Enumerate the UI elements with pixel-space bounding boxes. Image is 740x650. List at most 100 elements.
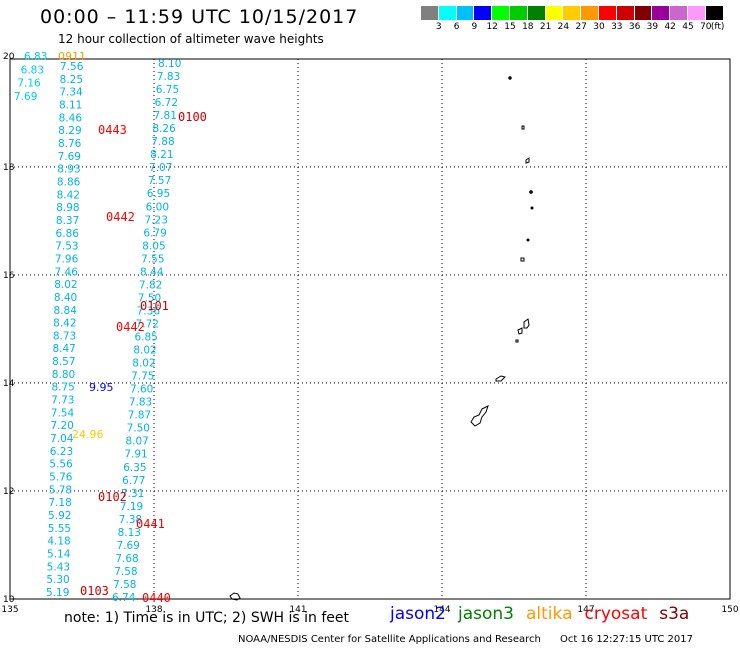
swh-value-label: 7.88 bbox=[151, 136, 174, 148]
swh-value-label: 5.78 bbox=[49, 484, 72, 496]
legend-swatch bbox=[687, 6, 706, 20]
legend-label: 36 bbox=[628, 22, 641, 32]
swh-value-label: 5.19 bbox=[46, 587, 69, 599]
island-marker bbox=[526, 238, 530, 242]
legend-label: 12 bbox=[486, 22, 498, 32]
swh-value-label: 7.91 bbox=[124, 449, 147, 461]
legend-swatch bbox=[705, 6, 724, 20]
island-outline bbox=[495, 375, 506, 382]
island-outline bbox=[525, 157, 530, 164]
swh-value-label: 7.07 bbox=[149, 162, 172, 174]
island-outline bbox=[521, 125, 525, 130]
satellite-legend-item: cryosat bbox=[584, 604, 648, 624]
swh-value-label: 7.57 bbox=[148, 175, 171, 187]
swh-value-label: 5.92 bbox=[48, 510, 71, 522]
grid-lines bbox=[10, 59, 730, 599]
map-frame bbox=[9, 58, 731, 600]
swh-value-label: 8.05 bbox=[142, 240, 165, 252]
longitude-tick-label: 147 bbox=[577, 605, 594, 615]
swh-value-label: 7.87 bbox=[128, 410, 151, 422]
latitude-tick-label: 10 bbox=[3, 595, 15, 605]
legend-swatch bbox=[563, 6, 582, 20]
legend-label: 21 bbox=[539, 22, 552, 32]
altimeter-tracks: 6.836.837.167.697.568.257.348.118.468.29… bbox=[14, 50, 207, 605]
longitude-tick-label: 141 bbox=[289, 605, 306, 615]
swh-value-label: 6.72 bbox=[155, 97, 178, 109]
legend-swatch bbox=[545, 6, 564, 20]
swh-value-label: 8.29 bbox=[58, 125, 81, 137]
swh-value-label: 7.23 bbox=[145, 214, 168, 226]
swh-value-label: 7.83 bbox=[157, 71, 180, 83]
swh-value-label: 8.25 bbox=[60, 74, 83, 86]
legend-swatch bbox=[438, 6, 457, 20]
legend-swatch bbox=[598, 6, 617, 20]
swh-value-label: 6.95 bbox=[147, 188, 170, 200]
legend-swatch bbox=[492, 6, 510, 20]
island-outline bbox=[523, 318, 530, 329]
swh-value-label: 5.55 bbox=[48, 523, 71, 535]
map-subtitle: 12 hour collection of altimeter wave hei… bbox=[58, 32, 324, 46]
swh-value-label: 7.50 bbox=[138, 292, 161, 304]
swh-value-label: 6.83 bbox=[21, 64, 44, 76]
credit-text: NOAA/NESDIS Center for Satellite Applica… bbox=[238, 634, 541, 645]
swh-value-label: 8.26 bbox=[152, 123, 176, 135]
swh-value-label: 7.38 bbox=[119, 514, 142, 526]
swh-value-label: 4.18 bbox=[47, 536, 70, 548]
swh-value-label: 7.31 bbox=[121, 488, 144, 500]
swh-value-label: 6.35 bbox=[123, 462, 146, 474]
swh-value-label: 8.98 bbox=[56, 202, 79, 214]
swh-value-label: 8.46 bbox=[59, 112, 83, 124]
swh-value-label: 7.19 bbox=[120, 501, 143, 513]
swh-value-label: 5.43 bbox=[47, 561, 70, 573]
swh-value-label: 7.54 bbox=[51, 407, 75, 419]
swh-value-label: 7.36 bbox=[137, 305, 161, 317]
island-marker bbox=[530, 206, 534, 210]
swh-value-label: 7.46 bbox=[55, 266, 79, 278]
swh-value-label: 8.57 bbox=[52, 356, 75, 368]
swh-value-label-highlight: 24.96 bbox=[72, 428, 104, 441]
swh-value-label-highlight: 0911 bbox=[58, 50, 86, 63]
swh-value-label: 8.73 bbox=[53, 330, 76, 342]
satellite-legend-item: altika bbox=[526, 604, 573, 624]
swh-value-label: 8.86 bbox=[57, 176, 81, 188]
pass-time-label: 0440 bbox=[142, 591, 171, 605]
swh-value-label: 7.58 bbox=[114, 566, 137, 578]
legend-label: 27 bbox=[575, 22, 587, 32]
longitude-tick-label: 144 bbox=[433, 605, 450, 615]
legend-label: 6 bbox=[453, 22, 460, 32]
pass-time-label: 0443 bbox=[98, 123, 127, 137]
footer-credit: NOAA/NESDIS Center for Satellite Applica… bbox=[238, 634, 693, 645]
legend-label: 42 bbox=[664, 22, 676, 32]
legend-swatch bbox=[652, 6, 671, 20]
island-outline bbox=[520, 257, 525, 262]
satellite-legend-item: s3a bbox=[659, 604, 690, 624]
legend-label: (ft) bbox=[710, 22, 725, 32]
longitude-tick-label: 138 bbox=[145, 605, 162, 615]
island-outline bbox=[517, 327, 523, 335]
legend-swatch bbox=[670, 6, 688, 20]
swh-value-label: 7.56 bbox=[60, 61, 84, 73]
swh-value-label: 8.02 bbox=[132, 358, 155, 370]
swh-value-label: 7.34 bbox=[59, 87, 83, 99]
legend-label: 9 bbox=[471, 22, 478, 32]
swh-value-label: 7.68 bbox=[115, 553, 138, 565]
satellite-legend-item: jason2 bbox=[390, 604, 446, 624]
color-scale-legend bbox=[421, 6, 724, 20]
swh-value-label: 7.82 bbox=[139, 279, 162, 291]
swh-value-label: 5.76 bbox=[49, 472, 73, 484]
island-marker bbox=[508, 76, 512, 80]
swh-value-label-highlight: 9.95 bbox=[89, 381, 114, 394]
legend-label: 24 bbox=[557, 22, 570, 32]
swh-value-label: 8.42 bbox=[57, 189, 80, 201]
swh-value-label: 7.18 bbox=[48, 497, 71, 509]
latitude-tick-label: 14 bbox=[3, 379, 15, 389]
swh-value-label: 8.21 bbox=[150, 149, 173, 161]
longitude-tick-label: 135 bbox=[1, 605, 18, 615]
legend-label: 33 bbox=[611, 22, 623, 32]
axis-tick-labels: 135 138 141 144 147 150 20 18 16 14 12 10 bbox=[1, 52, 738, 615]
pass-time-label: 0102 bbox=[98, 490, 127, 504]
swh-value-label: 8.07 bbox=[125, 436, 148, 448]
swh-value-label: 7.69 bbox=[14, 91, 37, 103]
legend-swatch bbox=[527, 6, 546, 20]
